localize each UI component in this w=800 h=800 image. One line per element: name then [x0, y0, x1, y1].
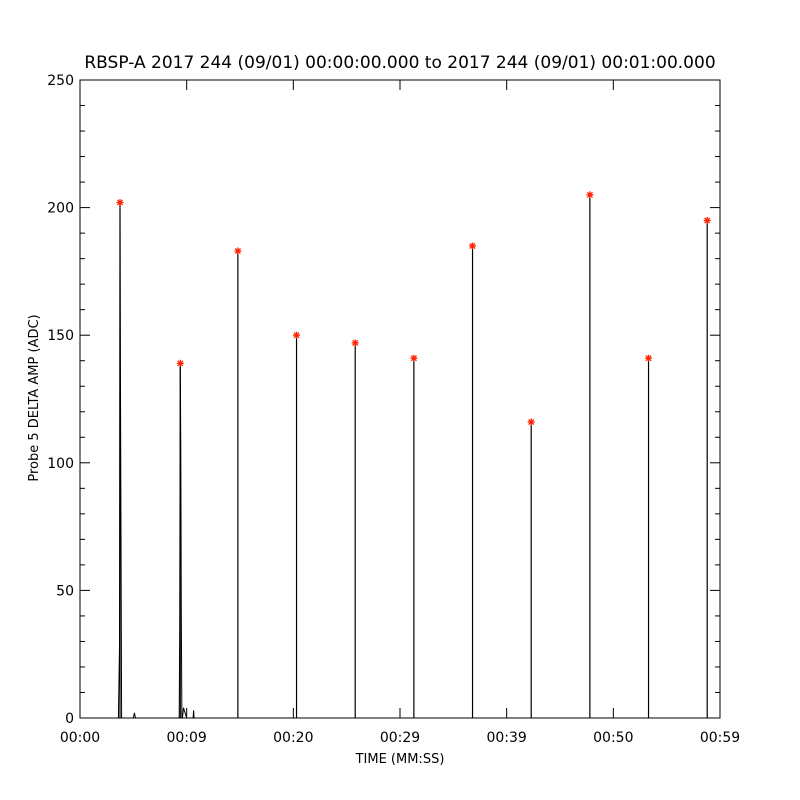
y-tick-label: 50: [56, 583, 74, 599]
y-axis-label: Probe 5 DELTA AMP (ADC): [27, 314, 42, 481]
peak-marker: [116, 199, 124, 206]
y-tick-label: 200: [47, 201, 74, 217]
peak-markers: [116, 191, 711, 426]
peak-marker: [410, 354, 418, 362]
peak-marker: [234, 247, 242, 255]
y-tick-label: 250: [47, 73, 74, 89]
peak-marker-stroke: [116, 199, 124, 206]
x-tick-label: 00:39: [486, 730, 526, 746]
peak-marker-stroke: [234, 247, 241, 255]
peak-marker-stroke: [293, 332, 300, 339]
x-tick-label: 00:59: [700, 730, 740, 746]
peak-marker: [293, 331, 300, 339]
x-tick-label: 00:00: [60, 730, 100, 746]
plot-frame: [79, 79, 721, 719]
peak-marker-stroke: [704, 217, 711, 224]
peak-marker-stroke: [410, 355, 417, 362]
peak-marker-stroke: [528, 418, 535, 426]
x-tick-label: 00:20: [273, 730, 313, 746]
peak-marker-stroke: [352, 339, 359, 346]
x-tick-label: 00:50: [593, 730, 633, 746]
peak-marker-stroke: [586, 191, 593, 198]
ticks: 0 50 100 150 200 250 00:00 00:09 00:20 00:29 00:39…: [47, 73, 740, 746]
peak-marker: [176, 359, 184, 367]
y-tick-label: 0: [65, 711, 74, 727]
peak-marker: [645, 354, 652, 362]
x-axis-label: TIME (MM:SS): [355, 752, 445, 767]
chart-title: RBSP-A 2017 244 (09/01) 00:00:00.000 to …: [84, 53, 716, 73]
peak-marker-stroke: [469, 242, 476, 249]
y-tick-label: 150: [47, 328, 74, 344]
series-layer: [80, 194, 720, 719]
peak-marker: [469, 242, 476, 250]
axes: [79, 79, 721, 719]
peak-marker: [703, 216, 711, 224]
x-tick-label: 00:09: [166, 730, 206, 746]
peak-marker-stroke: [645, 355, 652, 362]
peak-marker-stroke: [177, 360, 184, 367]
y-tick-label: 100: [47, 456, 74, 472]
peak-marker: [586, 191, 594, 199]
peak-marker: [527, 418, 535, 426]
series-line: [80, 202, 720, 719]
x-tick-label: 00:29: [380, 730, 420, 746]
peak-marker: [351, 339, 359, 347]
